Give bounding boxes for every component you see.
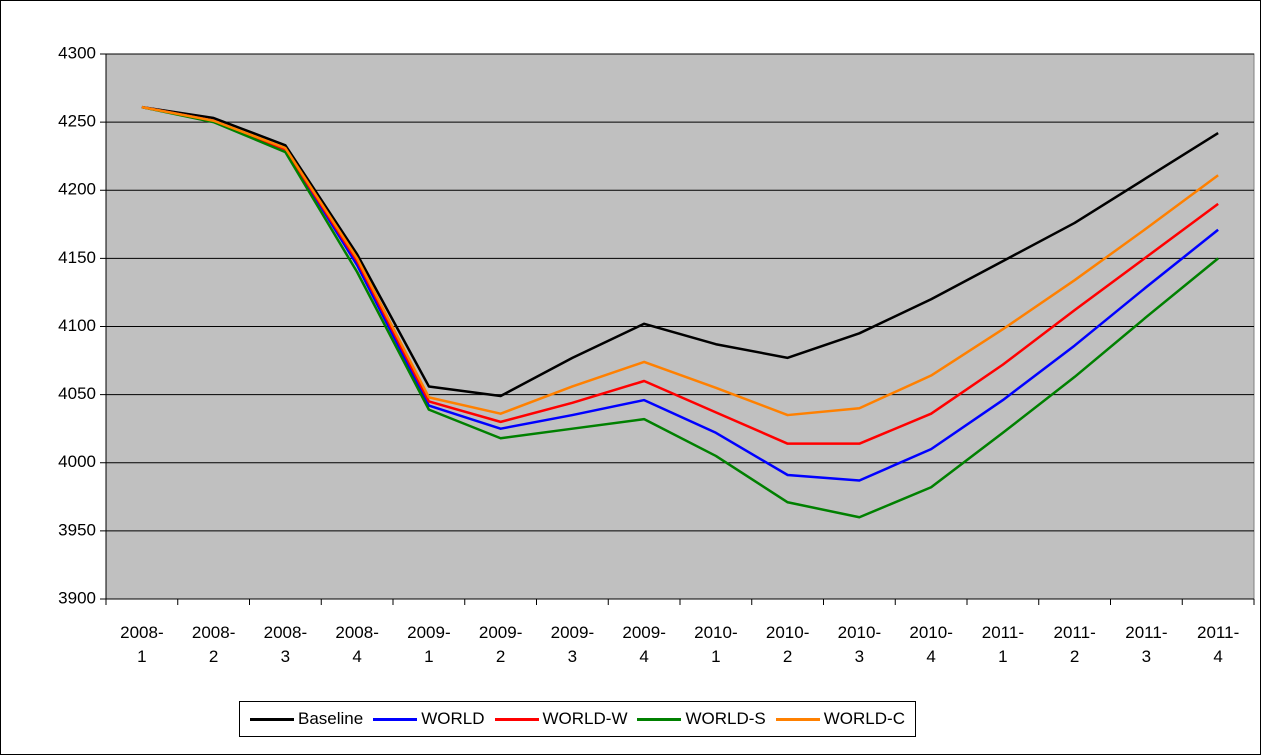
legend-label: WORLD [421,709,485,728]
legend-swatch [637,717,682,721]
legend-item: WORLD-W [494,709,628,729]
legend-item: WORLD-S [637,709,766,729]
x-tick-label: 2011-4 [1197,623,1240,666]
legend-label: Baseline [298,709,364,728]
x-tick-label: 2008-2 [191,623,236,666]
legend-swatch [494,717,539,721]
y-tick-label: 4100 [58,316,96,335]
y-tick-label: 4150 [58,248,96,267]
x-tick-label: 2011-3 [1125,623,1168,666]
x-tick-label: 2010-3 [837,623,882,666]
x-tick-label: 2008-4 [335,623,379,666]
x-tick-label: 2011-2 [1053,623,1096,666]
x-tick-label: 2009-2 [478,623,523,666]
legend-item: WORLD-C [775,709,905,729]
line [141,105,1219,519]
x-tick-label: 2010-2 [765,623,810,666]
y-tick-label: 4250 [58,112,96,131]
legend-swatch [775,717,820,721]
x-tick-label: 2009-3 [550,623,595,666]
legend-swatch [250,717,294,721]
legend-label: WORLD-W [542,709,628,728]
x-tick-label: 2010-4 [909,623,953,666]
legend: Baseline WORLD WORLD-W WORLD-S WORLD-C [239,701,916,737]
y-tick-label: 3950 [58,520,96,539]
legend-item: WORLD [373,709,485,729]
x-tick-label: 2009-4 [622,623,666,666]
legend-label: WORLD-C [823,709,905,728]
y-tick-label: 4300 [58,43,96,62]
x-tick-label: 2010-1 [694,623,738,666]
legend-swatch [373,717,418,721]
x-tick-label: 2008-1 [120,623,164,666]
x-tick-label: 2011-1 [981,623,1024,666]
legend-label: WORLD-S [685,709,766,728]
line [141,105,1219,398]
line [141,105,1219,417]
y-tick-label: 4200 [58,180,96,199]
y-tick-label: 4050 [58,384,96,403]
x-tick-label: 2009-1 [407,623,451,666]
y-tick-label: 4000 [58,452,96,471]
y-tick-label: 3900 [58,588,96,607]
legend-item: Baseline [250,709,363,729]
x-tick-label: 2008-3 [263,623,308,666]
